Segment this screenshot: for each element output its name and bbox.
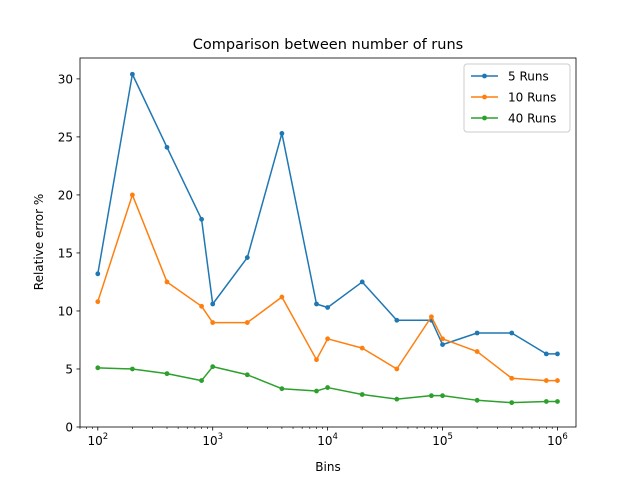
legend-label-2: 10 Runs	[508, 91, 556, 105]
data-point	[440, 342, 445, 348]
data-point	[279, 386, 285, 392]
data-point	[394, 317, 400, 323]
data-point	[359, 279, 365, 285]
data-point	[555, 399, 560, 404]
data-point	[440, 336, 445, 342]
data-point	[199, 216, 204, 222]
data-point	[244, 255, 250, 260]
data-point	[325, 305, 331, 310]
legend: 5 Runs 10 Runs 40 Runs	[463, 63, 571, 133]
y-tick-label: 5	[65, 362, 73, 376]
legend-box	[463, 63, 571, 133]
y-tick-label: 0	[65, 421, 73, 435]
x-tick-label-base: 10	[432, 434, 447, 448]
data-point	[210, 320, 216, 325]
y-tick-label: 20	[58, 188, 73, 202]
data-point	[555, 351, 560, 357]
data-point	[474, 330, 480, 336]
data-point	[164, 279, 170, 285]
x-tick-label-base: 10	[317, 434, 332, 448]
x-tick-label-exponent: 5	[447, 432, 452, 442]
x-tick-label-exponent: 4	[333, 432, 338, 442]
data-point	[314, 301, 319, 307]
data-point	[95, 365, 101, 371]
y-axis-label: Relative error %	[32, 194, 46, 290]
legend-label-1: 5 Runs	[508, 70, 549, 84]
data-point	[95, 299, 101, 305]
data-point	[129, 366, 135, 372]
data-point	[164, 371, 170, 377]
x-tick-label: 102	[87, 432, 108, 448]
legend-label-3: 40 Runs	[508, 112, 556, 126]
data-point	[199, 378, 204, 383]
data-point	[359, 392, 365, 397]
data-point	[543, 378, 549, 383]
x-tick-label-base: 10	[87, 434, 102, 448]
y-tick-label: 10	[58, 304, 73, 318]
x-tick-label: 104	[317, 432, 338, 448]
data-point	[210, 364, 216, 370]
data-point	[394, 366, 400, 372]
data-point	[394, 396, 400, 402]
legend-marker-2	[482, 94, 487, 100]
x-tick-label-exponent: 6	[562, 432, 567, 442]
x-tick-label-base: 10	[547, 434, 562, 448]
y-tick-label: 30	[58, 72, 73, 86]
data-point	[474, 397, 480, 403]
data-point	[244, 372, 250, 378]
data-point	[325, 336, 331, 342]
data-point	[279, 294, 285, 300]
data-point	[543, 351, 549, 357]
data-point	[474, 349, 480, 354]
data-point	[129, 192, 135, 198]
data-point	[509, 400, 515, 406]
x-tick-label: 106	[547, 432, 568, 448]
data-point	[429, 393, 434, 399]
chart-title: Comparison between number of runs	[193, 37, 463, 53]
x-tick-label: 103	[202, 432, 223, 448]
y-tick-label: 15	[58, 246, 73, 260]
data-point	[543, 399, 549, 404]
x-tick-label-exponent: 3	[218, 432, 223, 442]
data-point	[314, 357, 319, 363]
data-point	[359, 345, 365, 351]
data-point	[429, 314, 434, 320]
data-point	[95, 271, 101, 277]
data-point	[509, 375, 515, 381]
data-point	[129, 71, 135, 77]
x-tick-label: 105	[432, 432, 453, 448]
x-axis-label: Bins	[315, 460, 340, 474]
data-point	[555, 378, 560, 383]
legend-marker-3	[482, 115, 487, 121]
data-point	[279, 131, 285, 136]
data-point	[164, 144, 170, 150]
data-point	[244, 320, 250, 325]
legend-marker-1	[482, 73, 487, 79]
x-tick-label-base: 10	[202, 434, 217, 448]
y-tick-label: 25	[58, 130, 73, 144]
data-point	[509, 330, 515, 336]
x-tick-label-exponent: 2	[103, 432, 108, 442]
data-point	[210, 301, 216, 307]
data-point	[440, 393, 445, 399]
data-point	[314, 388, 319, 394]
data-point	[199, 303, 204, 309]
data-point	[325, 385, 331, 390]
axes-frame	[79, 57, 577, 428]
